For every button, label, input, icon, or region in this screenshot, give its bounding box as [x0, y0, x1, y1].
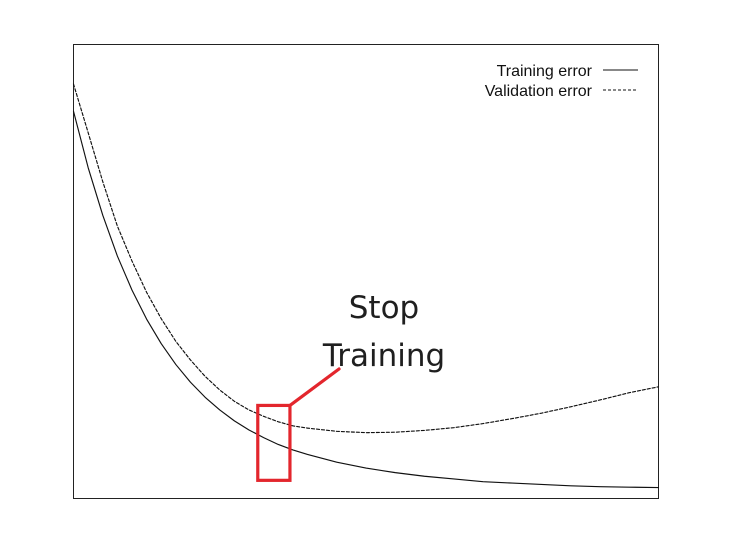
stop-training-label-line-2: Training: [322, 338, 445, 374]
series-line-training-error: [72, 110, 660, 489]
legend-label-validation-error: Validation error: [485, 83, 593, 100]
plot-frame: [73, 44, 659, 499]
annotation-layer: Stop Training: [256, 290, 445, 482]
stop-training-pointer: [288, 367, 341, 408]
legend-label-training-error: Training error: [497, 63, 593, 80]
series-line-validation-error: [72, 83, 660, 434]
legend: Training error Validation error: [485, 63, 638, 100]
stop-training-label-line-1: Stop: [349, 290, 419, 326]
series-layer: [72, 83, 660, 489]
stop-training-highlight-box: [256, 403, 292, 482]
